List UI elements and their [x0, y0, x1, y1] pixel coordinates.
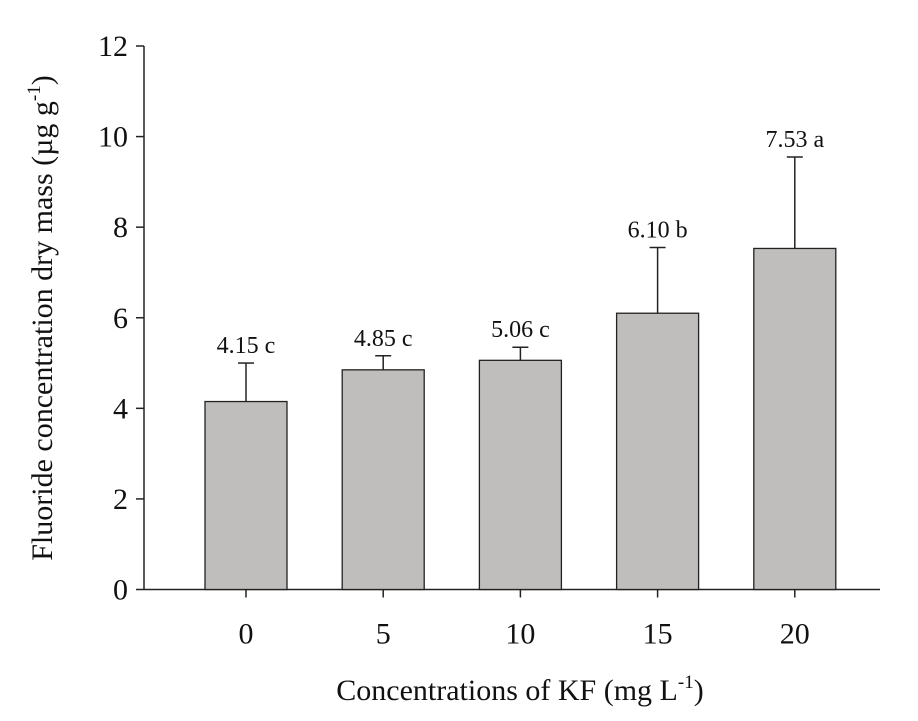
data-label: 4.85 c — [354, 326, 413, 352]
data-label: 4.15 c — [217, 333, 276, 359]
bar — [615, 312, 700, 591]
bar — [341, 369, 425, 591]
x-axis-label: Concentrations of KF (mg L-1) — [336, 672, 703, 707]
y-axis-label: Fluoride concentration dry mass (µg g-1) — [24, 75, 59, 561]
bar — [478, 359, 563, 591]
y-tick-label: 0 — [113, 574, 128, 607]
y-tick-label: 8 — [113, 211, 128, 244]
bar — [753, 247, 837, 591]
x-tick-label: 5 — [376, 618, 391, 651]
y-tick-label: 2 — [113, 483, 128, 516]
y-tick-label: 4 — [113, 392, 128, 425]
x-tick-label: 10 — [505, 618, 535, 651]
x-tick-label: 0 — [239, 618, 254, 651]
data-label: 5.06 c — [491, 317, 550, 343]
data-label: 6.10 b — [628, 218, 688, 244]
data-label: 7.53 a — [765, 127, 824, 153]
y-tick-label: 12 — [98, 30, 128, 63]
x-tick-label: 15 — [643, 618, 673, 651]
x-tick-label: 20 — [780, 618, 810, 651]
y-tick-label: 10 — [98, 121, 128, 154]
bar — [204, 400, 288, 591]
y-tick-label: 6 — [113, 302, 128, 335]
